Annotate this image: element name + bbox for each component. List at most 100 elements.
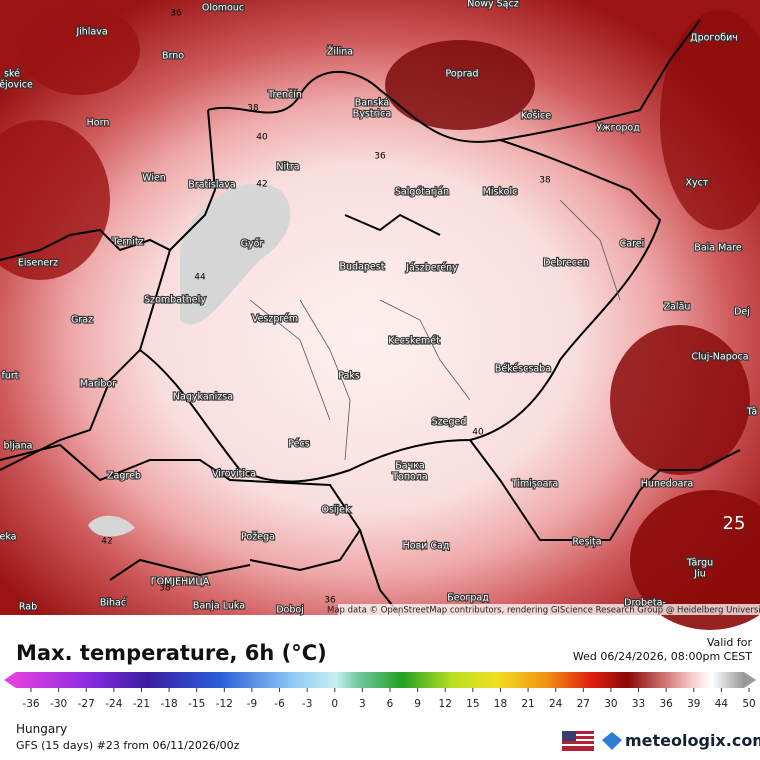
city-label: Budapest (340, 262, 385, 273)
city-label: Wien (142, 173, 166, 184)
legend-tick-label: -21 (133, 698, 150, 710)
city-label: Olomouc (202, 3, 244, 14)
legend-tick-label: 36 (659, 698, 673, 710)
city-label: Požega (241, 532, 275, 543)
legend-tick-label: 24 (549, 698, 563, 710)
city-label: Ужгород (596, 123, 640, 134)
legend-tick-label: 9 (414, 698, 421, 710)
city-label: Miskolc (483, 187, 518, 198)
city-label: bljana (4, 441, 33, 452)
legend-tick-label: -9 (247, 698, 257, 710)
city-label: Paks (338, 371, 360, 382)
attribution: Map data © OpenStreetMap contributors, r… (327, 606, 760, 616)
city-label: Nowy Sącz (467, 0, 518, 10)
city-label: Jászberény (405, 263, 458, 274)
city-label: Horn (87, 118, 110, 129)
city-label: Eisenerz (18, 258, 58, 269)
city-label: Carei (620, 239, 645, 250)
legend-tick-label: 6 (387, 698, 394, 710)
city-label: eka (0, 532, 17, 543)
city-label: Бачка (395, 461, 425, 472)
legend-tick-label: -36 (22, 698, 39, 710)
city-label: Zagreb (107, 471, 141, 482)
legend-tick-label: 3 (359, 698, 366, 710)
legend-tick-label: 30 (604, 698, 617, 710)
legend-tick-label: 12 (439, 698, 452, 710)
colorbar (16, 672, 744, 688)
valid-for: Valid for (707, 636, 753, 649)
legend-tick-label: -30 (50, 698, 67, 710)
contour-label: 40 (256, 133, 268, 143)
legend-tick-label: 50 (742, 698, 755, 710)
city-label: Hunedoara (641, 479, 693, 490)
legend-tick-label: -6 (274, 698, 285, 710)
legend-tick-label: 44 (715, 698, 729, 710)
legend-tick-label: 18 (494, 698, 507, 710)
city-label: Tâ (746, 407, 758, 418)
contour-label: 40 (472, 428, 484, 438)
legend-tick-label: 0 (331, 698, 338, 710)
city-label: Jihlava (75, 27, 107, 38)
legend-tick-label: 39 (687, 698, 700, 710)
city-label: Salgótarján (395, 187, 449, 198)
model: GFS (15 days) #23 from 06/11/2026/00z (16, 739, 240, 752)
region: Hungary (16, 722, 67, 736)
panel: Max. temperature, 6h (°C) Valid for Wed … (4, 636, 760, 752)
contour-label: 36 (170, 9, 182, 19)
contour-label: 42 (256, 180, 267, 190)
legend-tick-label: 15 (466, 698, 479, 710)
city-label: Veszprém (252, 314, 298, 325)
title: Max. temperature, 6h (°C) (16, 641, 327, 665)
city-label: Нови Сад (403, 541, 450, 552)
city-label: Pécs (288, 439, 309, 450)
valid-time: Wed 06/24/2026, 08:00pm CEST (573, 650, 752, 663)
city-label: Bihać (100, 598, 126, 609)
city-label: Reșița (572, 537, 601, 548)
city-label: ГОМЈЕНИЦА (151, 577, 210, 588)
city-label: Brno (162, 51, 184, 62)
legend-tick-label: 21 (521, 698, 534, 710)
city-label: Nitra (276, 162, 299, 173)
city-label: Дрогобич (690, 33, 738, 44)
map: Map data © OpenStreetMap contributors, r… (0, 0, 760, 630)
city-label: Bratislava (188, 180, 235, 191)
city-label: Osijek (321, 505, 351, 516)
city-label: Doboj (276, 605, 304, 616)
city-label: Košice (521, 111, 551, 122)
city-label: Békéscsaba (495, 364, 551, 375)
city-label: Szeged (432, 417, 467, 428)
city-label: Virovitica (212, 469, 256, 480)
city-label: Cluj-Napoca (691, 352, 748, 363)
contour-label: 42 (101, 537, 112, 547)
city-label: ějovice (0, 80, 33, 91)
city-label: Kecskemét (388, 336, 440, 347)
contour-label: 36 (324, 596, 336, 606)
pressure-label: 25 (723, 513, 746, 534)
city-label: Debrecen (543, 258, 589, 269)
brand: meteologix.com (625, 731, 760, 750)
legend-tick-label: -24 (105, 698, 122, 710)
city-label: Jiu (693, 569, 705, 580)
contour-label: 38 (159, 584, 171, 594)
city-label: Žilina (327, 46, 353, 58)
legend-tick-label: 27 (577, 698, 590, 710)
legend-tick-label: -12 (216, 698, 233, 710)
city-label: Târgu (686, 558, 713, 569)
city-label: Rab (19, 602, 37, 613)
contour-label: 36 (374, 152, 386, 162)
city-label: Győr (241, 239, 264, 250)
city-label: Nagykanizsa (173, 392, 233, 403)
city-label: Banja Luka (193, 601, 245, 612)
city-label: Bystrica (353, 109, 391, 120)
city-label: Szombathely (144, 295, 206, 306)
city-label: Zalău (664, 302, 691, 313)
city-label: Dej (734, 307, 750, 318)
contour-label: 44 (194, 273, 206, 283)
city-label: Београд (447, 593, 489, 604)
city-label: Baia Mare (694, 243, 742, 254)
city-label: Maribor (80, 379, 116, 390)
contour-label: 38 (539, 176, 551, 186)
city-label: Banská (355, 98, 389, 109)
city-label: Trenčín (267, 90, 302, 101)
